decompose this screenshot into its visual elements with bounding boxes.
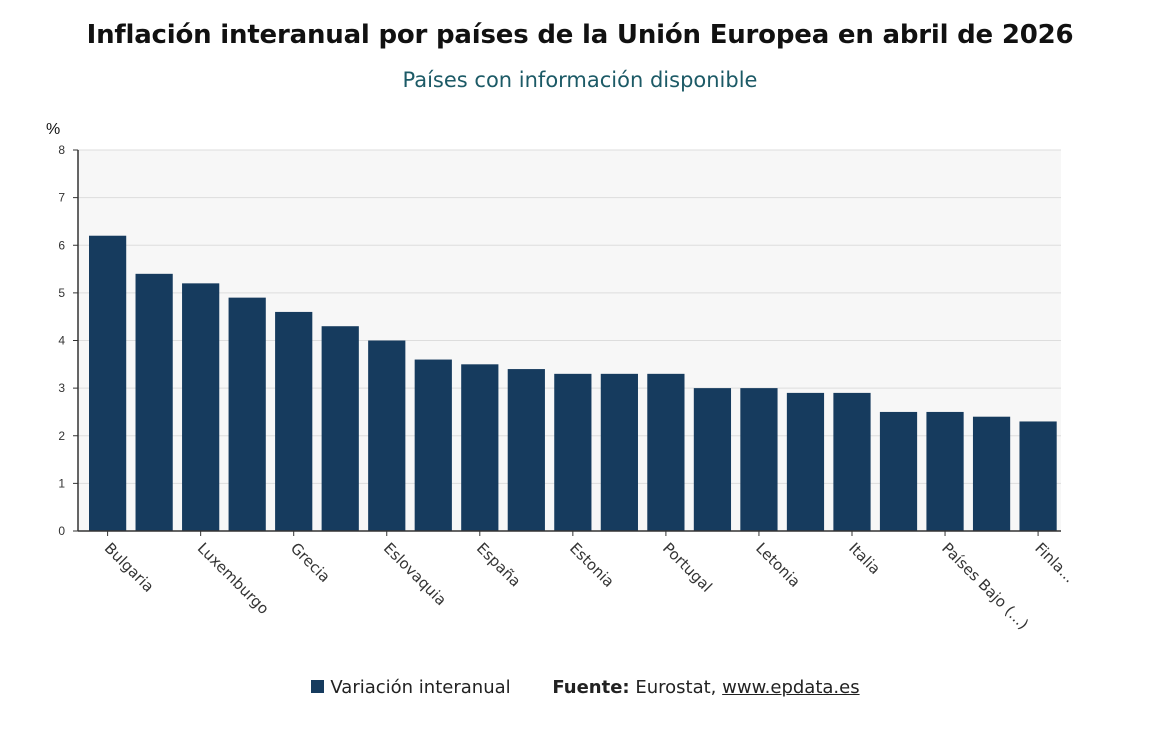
x-tick-label: Luxemburgo — [194, 539, 273, 618]
y-tick-label: 2 — [58, 429, 65, 443]
y-tick-label: 1 — [58, 476, 65, 490]
bar[interactable] — [228, 297, 266, 531]
bar[interactable] — [833, 392, 871, 531]
bar[interactable] — [926, 411, 964, 531]
bars — [89, 235, 1057, 532]
x-tick-label: Portugal — [659, 539, 716, 596]
chart-subtitle: Países con información disponible — [402, 68, 758, 92]
y-tick-label: 3 — [58, 381, 65, 395]
y-tick-label: 7 — [58, 191, 65, 205]
bar[interactable] — [647, 373, 685, 531]
x-tick-label: Letonia — [752, 539, 804, 591]
legend-item: Variación interanual — [311, 677, 511, 698]
bar[interactable] — [1019, 421, 1057, 531]
legend: Variación interanual Fuente: Eurostat, w… — [0, 677, 1171, 698]
x-tick-label: Grecia — [287, 539, 334, 586]
bar[interactable] — [693, 388, 732, 531]
y-axis-label: % — [46, 121, 60, 138]
bar[interactable] — [275, 311, 313, 531]
x-tick-label: Estonia — [566, 539, 618, 591]
x-tick-label: Países Bajo (...) — [938, 539, 1032, 633]
y-tick-label: 5 — [58, 286, 65, 300]
x-tick-label: Finla... — [1031, 539, 1078, 586]
bar[interactable] — [89, 235, 127, 531]
y-tick-label: 0 — [58, 524, 65, 538]
x-tick-label: Bulgaria — [101, 539, 158, 596]
source-label: Fuente: — [552, 677, 630, 698]
bar[interactable] — [414, 359, 452, 531]
bar[interactable] — [461, 364, 499, 531]
y-axis-ticks: 0 1 2 3 4 5 6 7 8 — [58, 143, 78, 538]
y-tick-label: 4 — [58, 334, 65, 348]
bar[interactable] — [740, 388, 778, 531]
bar[interactable] — [507, 369, 545, 531]
chart-title: Inflación interanual por países de la Un… — [86, 20, 1074, 50]
source-text: Eurostat, — [635, 677, 717, 698]
source-link[interactable]: www.epdata.es — [722, 677, 860, 698]
x-tick-label: Italia — [845, 539, 884, 578]
bar[interactable] — [786, 392, 825, 531]
y-tick-label: 6 — [58, 238, 65, 252]
bar[interactable] — [972, 416, 1011, 531]
bar[interactable] — [135, 273, 173, 531]
bar-chart: 0 1 2 3 4 5 6 7 8 Bulgaria Luxemburgo Grecia Eslova… — [46, 121, 1079, 633]
bar[interactable] — [182, 283, 220, 531]
source: Fuente: Eurostat, www.epdata.es — [552, 677, 859, 698]
x-axis-ticks: Bulgaria Luxemburgo Grecia Eslovaquia España… — [101, 531, 1079, 633]
x-tick-label: Eslovaquia — [380, 539, 450, 609]
x-tick-label: España — [473, 539, 524, 590]
legend-series-label: Variación interanual — [330, 677, 511, 698]
legend-swatch — [311, 680, 325, 693]
y-tick-label: 8 — [58, 143, 65, 157]
bar[interactable] — [879, 411, 918, 531]
bar[interactable] — [368, 340, 406, 532]
bar[interactable] — [554, 373, 592, 531]
bar[interactable] — [600, 373, 638, 531]
bar[interactable] — [321, 326, 359, 531]
